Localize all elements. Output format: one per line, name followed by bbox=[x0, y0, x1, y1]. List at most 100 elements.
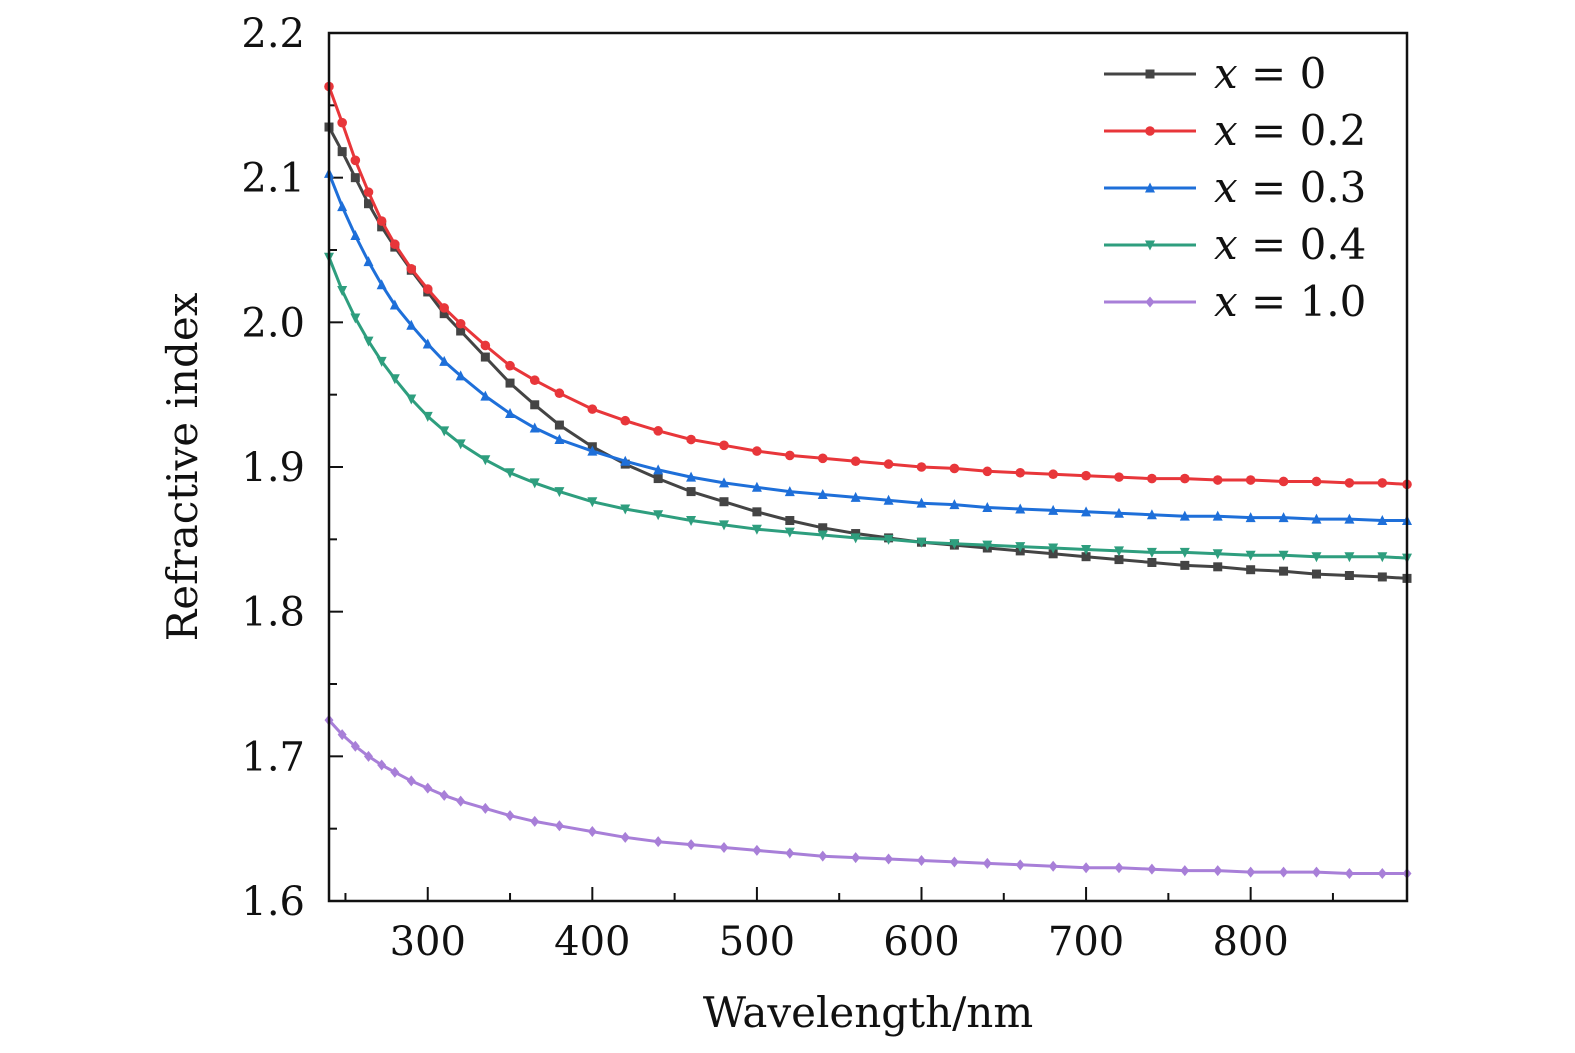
data-point bbox=[653, 426, 663, 436]
data-point bbox=[587, 445, 598, 456]
data-point bbox=[423, 782, 433, 794]
y-tick-label: 1.9 bbox=[241, 445, 305, 491]
data-point bbox=[1279, 566, 1289, 576]
data-point bbox=[1114, 862, 1124, 874]
data-point bbox=[529, 375, 540, 386]
y-tick-label: 2.1 bbox=[241, 156, 305, 202]
data-point bbox=[818, 850, 828, 862]
data-point bbox=[350, 740, 360, 752]
data-point bbox=[406, 775, 416, 787]
data-point bbox=[883, 459, 894, 469]
data-point bbox=[406, 394, 417, 405]
legend-swatch-marker bbox=[1145, 126, 1155, 136]
data-point bbox=[389, 299, 400, 310]
legend-label: x = 0.3 bbox=[1214, 163, 1366, 212]
series-layer bbox=[324, 81, 1412, 880]
data-point bbox=[982, 857, 992, 869]
data-point bbox=[529, 478, 540, 489]
data-point bbox=[949, 499, 960, 510]
data-point bbox=[1377, 868, 1387, 880]
tick-labels-layer: 300 400 500 600 700 800 1.6 1.7 1.8 1.9 2.0 2.1 2.2 bbox=[241, 11, 1288, 965]
data-point bbox=[337, 286, 348, 297]
y-tick-label: 1.7 bbox=[241, 734, 305, 780]
data-point bbox=[751, 481, 762, 492]
data-point bbox=[1179, 547, 1190, 558]
data-point bbox=[530, 815, 540, 827]
data-point bbox=[916, 854, 926, 866]
legend-swatch-marker bbox=[1145, 296, 1155, 308]
data-point bbox=[817, 530, 828, 541]
data-point bbox=[422, 284, 433, 294]
legend-label: x = 1.0 bbox=[1214, 277, 1366, 326]
data-point bbox=[916, 537, 927, 548]
y-tick-label: 2.0 bbox=[241, 300, 305, 346]
data-point bbox=[949, 856, 959, 868]
x-tick-label: 600 bbox=[883, 919, 959, 965]
legend-label-value: = 0.2 bbox=[1238, 106, 1367, 155]
data-point bbox=[916, 497, 927, 508]
data-point bbox=[422, 338, 433, 349]
data-point bbox=[884, 853, 894, 865]
data-point bbox=[784, 486, 795, 497]
data-point bbox=[376, 216, 387, 226]
data-point bbox=[1213, 562, 1223, 572]
y-tick-label: 2.2 bbox=[241, 11, 305, 57]
data-point bbox=[363, 199, 373, 209]
data-point bbox=[455, 370, 466, 381]
data-point bbox=[1377, 478, 1388, 488]
legend: x = 0x = 0.2x = 0.3x = 0.4x = 1.0 bbox=[1104, 49, 1366, 326]
series-line bbox=[327, 85, 1408, 486]
data-point bbox=[1213, 865, 1223, 877]
legend-item: x = 0.4 bbox=[1104, 220, 1366, 269]
data-point bbox=[785, 516, 795, 526]
legend-item: x = 0.2 bbox=[1104, 106, 1366, 155]
data-point bbox=[883, 494, 894, 505]
data-point bbox=[1015, 467, 1026, 478]
data-point bbox=[916, 462, 927, 472]
data-point bbox=[480, 340, 491, 351]
data-point bbox=[1048, 543, 1059, 554]
data-point bbox=[818, 523, 828, 533]
data-point bbox=[686, 516, 697, 527]
legend-label-var: x bbox=[1214, 163, 1238, 212]
data-point bbox=[1048, 469, 1058, 480]
data-point bbox=[1278, 550, 1289, 561]
data-point bbox=[1245, 475, 1256, 485]
legend-label-value: = 0.3 bbox=[1238, 163, 1367, 212]
data-point bbox=[718, 520, 729, 531]
data-point bbox=[1344, 513, 1355, 524]
data-point bbox=[883, 534, 894, 545]
data-point bbox=[1311, 866, 1321, 878]
series-line bbox=[327, 256, 1408, 560]
plot-frame bbox=[327, 31, 1409, 903]
data-point bbox=[530, 400, 540, 410]
data-point bbox=[982, 502, 993, 513]
data-point bbox=[505, 810, 515, 822]
data-point bbox=[505, 407, 516, 418]
x-tick-label: 700 bbox=[1048, 919, 1124, 965]
data-point bbox=[1081, 544, 1092, 555]
data-point bbox=[455, 439, 466, 450]
data-point bbox=[1279, 866, 1289, 878]
data-point bbox=[752, 446, 762, 456]
data-point bbox=[439, 355, 450, 366]
data-point bbox=[1212, 549, 1223, 560]
data-point bbox=[554, 388, 565, 399]
data-point bbox=[1081, 506, 1092, 517]
data-point bbox=[1015, 503, 1026, 514]
data-point bbox=[1212, 475, 1223, 485]
data-point bbox=[1278, 512, 1289, 523]
legend-label-var: x bbox=[1214, 220, 1238, 269]
data-point bbox=[1147, 863, 1157, 875]
data-point bbox=[363, 256, 374, 267]
data-point bbox=[406, 319, 417, 330]
data-point bbox=[1377, 572, 1387, 582]
data-point bbox=[1015, 542, 1026, 553]
x-tick-label: 800 bbox=[1212, 919, 1288, 965]
legend-swatch-marker bbox=[1145, 240, 1155, 251]
data-point bbox=[587, 826, 597, 838]
data-point bbox=[1246, 866, 1256, 878]
x-tick-label: 400 bbox=[554, 919, 630, 965]
y-tick-label: 1.6 bbox=[241, 879, 305, 925]
